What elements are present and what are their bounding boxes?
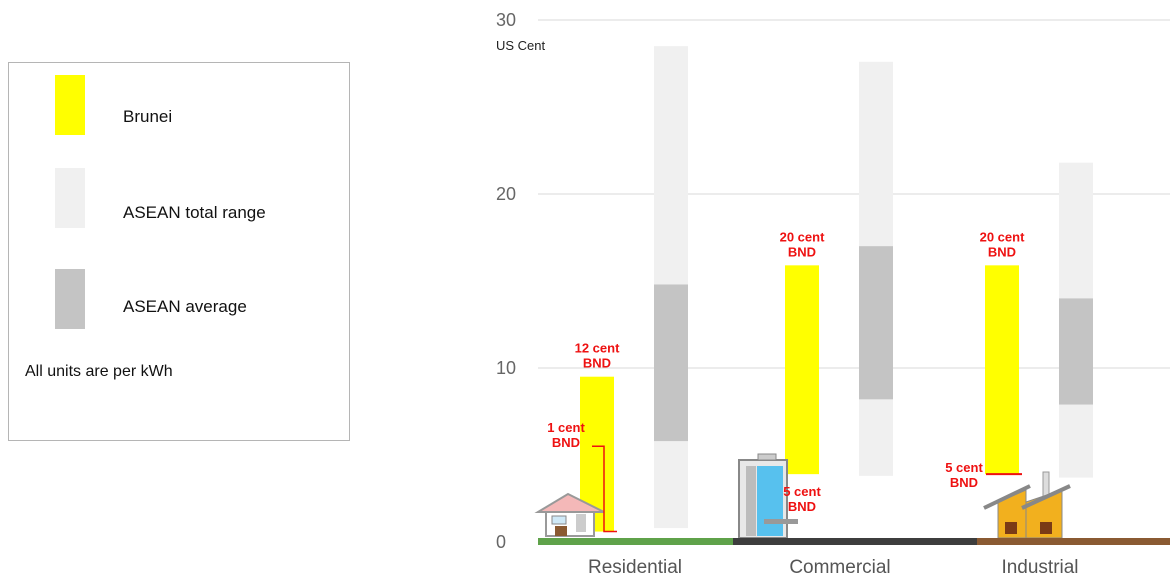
axes: 0 10 20 30 US Cent Residential Commercial Indus… <box>496 10 1079 578</box>
legend-note: All units are per kWh <box>25 363 173 380</box>
bar-brunei-industrial <box>985 265 1019 475</box>
annotation-label: BND <box>950 475 978 490</box>
annotation-label: 1 cent <box>547 420 585 435</box>
legend-label-brunei: Brunei <box>123 107 173 126</box>
ground-strips <box>538 538 1170 545</box>
annotation-label: 20 cent <box>780 229 825 244</box>
ground-strip-residential <box>538 538 733 545</box>
x-category-label: Residential <box>588 557 682 578</box>
bar-asean-average-residential <box>654 284 688 442</box>
legend-swatch-asean-range <box>55 168 85 228</box>
annotation-label: BND <box>583 356 611 371</box>
bar-asean-average-commercial <box>859 246 893 400</box>
y-tick-label: 0 <box>496 532 506 552</box>
factory-icon <box>983 471 1071 539</box>
y-tick-label: 30 <box>496 10 516 30</box>
annotation-label: BND <box>788 244 816 259</box>
annotation-label: 12 cent <box>575 341 620 356</box>
legend-swatch-asean-average <box>55 269 85 329</box>
bars <box>580 46 1093 532</box>
annotation-label: BND <box>552 435 580 450</box>
annotation-leader-line <box>592 445 617 533</box>
annotation-label: 5 cent <box>783 484 821 499</box>
annotation-label: BND <box>988 244 1016 259</box>
annotation-label: 20 cent <box>980 229 1025 244</box>
y-tick-label: 20 <box>496 184 516 204</box>
legend-label-asean-range: ASEAN total range <box>123 203 266 222</box>
ground-strip-commercial <box>733 538 977 545</box>
legend-label-asean-average: ASEAN average <box>123 297 247 316</box>
ground-strip-industrial <box>977 538 1170 545</box>
annotation-label: BND <box>788 499 816 514</box>
bar-brunei-commercial <box>785 265 819 475</box>
annotation-label: 5 cent <box>945 460 983 475</box>
x-category-label: Industrial <box>1001 557 1078 578</box>
office-tower-icon <box>738 453 798 539</box>
bar-asean-average-industrial <box>1059 298 1093 405</box>
legend: Brunei ASEAN total range ASEAN average A… <box>8 62 350 441</box>
y-tick-label: 10 <box>496 358 516 378</box>
legend-swatch-brunei <box>55 75 85 135</box>
x-category-label: Commercial <box>789 557 890 578</box>
y-axis-unit-label: US Cent <box>496 38 546 53</box>
house-icon <box>534 492 605 537</box>
